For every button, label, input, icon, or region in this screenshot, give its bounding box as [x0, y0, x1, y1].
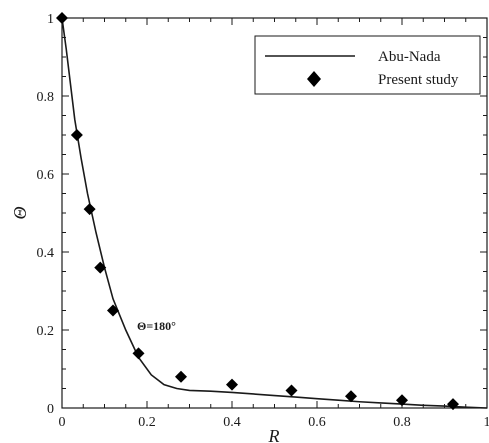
- data-point-present-study: [447, 398, 459, 411]
- y-axis-title: Θ: [10, 207, 30, 220]
- data-point-present-study: [70, 129, 83, 141]
- data-point-present-study: [345, 390, 357, 403]
- data-point-present-study: [396, 394, 408, 407]
- data-point-present-study: [175, 370, 187, 383]
- legend: Abu-Nada Present study: [254, 35, 481, 95]
- series-line-abu-nada: [61, 17, 488, 409]
- x-tick-label: 0.4: [223, 415, 241, 430]
- theta-annotation: Θ=180°: [137, 319, 176, 333]
- legend-label-abu-nada: Abu-Nada: [378, 49, 441, 65]
- data-point-present-study: [226, 378, 238, 391]
- y-tick-label: 0.6: [37, 168, 55, 183]
- y-tick-label: 1: [47, 12, 54, 27]
- data-point-present-study: [285, 384, 298, 397]
- y-tick-labels: 0 0.2 0.4 0.6 0.8 1: [37, 12, 55, 417]
- x-tick-labels: 0 0.2 0.4 0.6 0.8 1: [59, 415, 489, 430]
- data-point-present-study: [132, 347, 145, 360]
- x-tick-label: 0.6: [308, 415, 326, 430]
- x-tick-label: 0.2: [138, 415, 156, 430]
- y-tick-label: 0.4: [37, 246, 55, 261]
- x-axis-title: R: [268, 426, 280, 443]
- x-tick-label: 1: [484, 415, 489, 430]
- x-tick-label: 0.8: [393, 415, 411, 430]
- legend-diamond-swatch: [307, 71, 321, 87]
- data-point-present-study: [83, 203, 96, 216]
- data-point-present-study: [94, 261, 107, 274]
- y-tick-label: 0: [47, 402, 54, 417]
- data-point-present-study: [107, 304, 119, 317]
- legend-label-present-study: Present study: [378, 72, 459, 88]
- series-markers-present-study: [56, 12, 459, 411]
- x-tick-label: 0: [59, 415, 66, 430]
- data-point-present-study: [56, 12, 68, 24]
- y-tick-label: 0.8: [37, 90, 55, 105]
- y-tick-label: 0.2: [37, 324, 55, 339]
- legend-box: [254, 35, 481, 95]
